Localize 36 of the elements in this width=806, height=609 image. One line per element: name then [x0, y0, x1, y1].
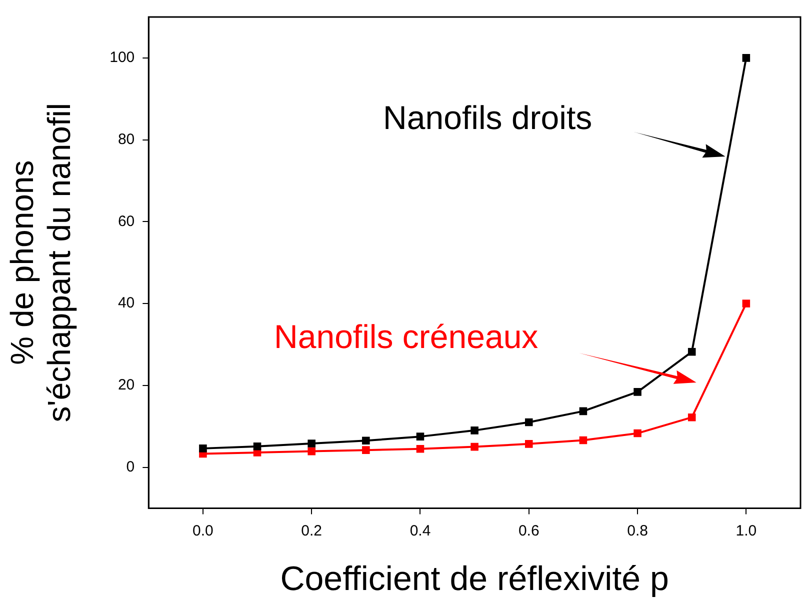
point [742, 300, 750, 308]
x-tick-label: 1.0 [736, 522, 757, 540]
point [362, 436, 370, 445]
point [308, 440, 316, 448]
y-axis-title: % de phonons s'échappant du nanofil [4, 102, 78, 422]
x-tick-label: 0.0 [192, 522, 214, 540]
point [579, 436, 588, 444]
y-tick-label: 100 [110, 49, 135, 66]
point [253, 442, 262, 450]
x-tick-label: 0.6 [518, 522, 540, 540]
y-tick-label: 80 [118, 130, 135, 148]
point [688, 348, 696, 356]
point [688, 413, 696, 422]
text: Nanofils créneaux [274, 318, 539, 355]
x-tick-label: 0.8 [627, 522, 648, 540]
y-tick-label: 20 [118, 376, 135, 394]
point [416, 444, 424, 453]
point [524, 440, 533, 448]
point [470, 442, 478, 451]
point [579, 407, 588, 416]
point [470, 426, 478, 434]
x-axis-title: Coefficient de réflexivité p [280, 560, 669, 598]
point [634, 388, 642, 396]
point [742, 54, 750, 62]
point [416, 432, 424, 440]
y-tick-label: 60 [118, 212, 135, 230]
point [362, 446, 370, 454]
x-tick-label: 0.2 [301, 522, 322, 540]
point [524, 418, 533, 426]
point [308, 447, 316, 456]
y-tick-label: 0 [126, 458, 135, 476]
text: Nanofils droits [383, 99, 592, 136]
point [199, 444, 207, 452]
y-tick-label: 40 [118, 294, 135, 312]
point [634, 429, 642, 438]
x-tick-label: 0.4 [410, 522, 431, 540]
